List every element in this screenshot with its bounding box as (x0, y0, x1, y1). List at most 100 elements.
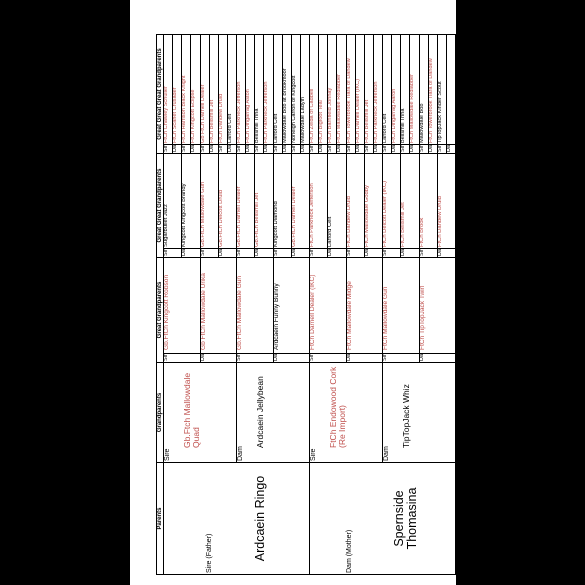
great-great-great-grandparent-role: Sire (291, 144, 301, 154)
great-great-great-grandparent-role: Dam (209, 144, 219, 154)
header-row: Parents Grandparents Great Grandparents … (156, 34, 164, 575)
great-great-grandparent-role: Sire (309, 248, 328, 258)
great-great-grandparent-name: FtCh Bellsmill Jet (400, 153, 419, 249)
great-grandparent-role: Dam (200, 353, 237, 363)
great-great-great-grandparent-name: FtCh Dingarrag Aston (245, 34, 255, 145)
great-great-grandparent-role: Dam (181, 248, 200, 258)
great-great-grandparent-role: Dam (400, 248, 419, 258)
great-grandparent-role: Sire (309, 353, 346, 363)
parent-dam-name: Spernside Thomasina (392, 487, 420, 550)
grandparent-role: Dam (237, 446, 244, 461)
great-great-great-grandparent-role: Sire (163, 144, 173, 154)
great-grandparent-role: Sire (163, 353, 200, 363)
parent-sire-cell: Sire (Father) Ardcaein Ringo (163, 462, 310, 575)
great-great-great-grandparent-name: Mallowdale Ladyin (300, 34, 310, 145)
grandparent-cell: Sire FtCh Endowood Cork (Re Import) (309, 362, 383, 463)
great-grandparent-role: Sire (382, 353, 419, 363)
great-great-grandparent-name: Gb.FtCh Bellsmill Jet (254, 153, 273, 249)
great-great-great-grandparent-role: Sire (218, 144, 228, 154)
great-great-great-grandparent-role: Sire (419, 144, 429, 154)
great-great-great-grandparent-role: Dam (190, 144, 200, 154)
great-great-grandparent-name: Larford Celt (327, 153, 346, 249)
parent-dam-cell: Dam (Mother) Spernside Thomasina (309, 462, 456, 575)
great-great-great-grandparent-name: FtCh Darnell Dealer (IKC) (355, 34, 365, 145)
great-great-great-grandparent-name: Norleigh Carron of Kingcott (291, 34, 301, 145)
header-parents: Parents (156, 462, 164, 575)
great-great-great-grandparent-role: Sire (346, 144, 356, 154)
great-great-grandparent-role: Sire (163, 248, 182, 258)
great-great-grandparent-name: Kingcott Kingcott Brandy (181, 153, 200, 249)
great-great-great-grandparent-name: FtCh Barnfield Jonnay (327, 34, 337, 145)
great-great-great-grandparent-name: FtCh Mallowdale Redlabber (409, 34, 419, 145)
grandparent-role: Sire (310, 448, 317, 461)
great-great-grandparent-name: Sugarbullet Jazz (163, 153, 182, 249)
great-great-grandparent-role: Sire (382, 248, 401, 258)
great-great-grandparent-name: FtCh Delcott Dealer (IKC) (382, 153, 401, 249)
header-great-grandparents: Great Grandparents (156, 257, 164, 363)
great-grandparent-name: FtCh Mallowdale Midge (346, 257, 383, 354)
header-great-great-grandparents: Great Great Grandparents (156, 153, 164, 258)
header-grandparents: Grandparents (156, 362, 164, 463)
great-great-great-grandparent-name: FtCh Chawley Schuller (163, 34, 173, 145)
great-grandparent-name: Gb.FtCh Kingcott Robson (163, 257, 200, 354)
great-great-great-grandparent-role: Sire (236, 144, 246, 154)
great-great-great-grandparent-role: Sire (200, 144, 210, 154)
great-great-grandparent-role: Dam (327, 248, 346, 258)
great-great-great-grandparent-role: Dam (300, 144, 310, 154)
great-great-great-grandparent-name: FtCh Towerbrook Tiara of Dandew (428, 34, 438, 145)
great-grandparent-name: Ardcaein Funny Bunny (273, 257, 310, 354)
great-great-great-grandparent-role: Sire (400, 144, 410, 154)
great-great-great-grandparent-name: Bellsmill Trina (254, 34, 264, 145)
great-great-great-grandparent-name: FtCh Scarlet Crusader (172, 34, 182, 145)
great-great-great-grandparent-name: FtCh Dingarrag Aaron (391, 34, 401, 145)
great-great-great-grandparent-name: FtCh Dandew Druid (218, 34, 228, 145)
great-grandparent-name: FtCh TipTopJack Twirl (419, 257, 456, 354)
great-great-great-grandparent-role: Dam (227, 144, 237, 154)
grandparent-name: Gb.Ftch Mallowdale Quad (182, 372, 202, 448)
great-great-great-grandparent-role: Dam (318, 144, 328, 154)
great-great-grandparent-role: Dam (218, 248, 237, 258)
great-great-grandparent-role: Sire (346, 248, 365, 258)
pedigree-sheet: Parents Grandparents Great Grandparents … (130, 0, 456, 585)
great-great-grandparent-role: Sire (273, 248, 292, 258)
great-great-grandparent-name: FtCh Brook (419, 153, 438, 249)
great-great-great-grandparent-name (446, 34, 456, 145)
great-grandparent-name: FtCh Darnell Dealer (IKC) (309, 257, 346, 354)
great-great-great-grandparent-name: FtCh Kingcott Eclipse (190, 34, 200, 145)
great-great-grandparent-name: FtCh Dandew Druid (346, 153, 365, 249)
great-great-great-grandparent-role: Dam (263, 144, 273, 154)
great-great-great-grandparent-name: FtCh Bellsmill Jet (209, 34, 219, 145)
grandparent-name: Ardcaein Jellybean (255, 376, 266, 448)
grandparent-cell: Sire Gb.Ftch Mallowdale Quad (163, 362, 237, 463)
great-great-great-grandparent-name: FtCh Towerbrook Tiara of Dandew (346, 34, 356, 145)
great-great-grandparent-role: Dam (364, 248, 383, 258)
great-great-great-grandparent-role: Sire (181, 144, 191, 154)
great-great-great-grandparent-role: Sire (364, 144, 374, 154)
great-great-great-grandparent-role: Dam (355, 144, 365, 154)
great-great-great-grandparent-name: TipTopJack Kinder Scout (437, 34, 447, 145)
great-grandparent-name: Gb FtCh Mallowdale Urika (200, 257, 237, 354)
great-great-great-grandparent-name: FtCh Bellsmill Jet (364, 34, 374, 145)
great-great-great-grandparent-name: Larford Celt (227, 34, 237, 145)
great-great-great-grandparent-role: Dam (373, 144, 383, 154)
great-great-grandparent-name: Gb.FtCh Darnell Dealer (291, 153, 310, 249)
rotated-pedigree: Parents Grandparents Great Grandparents … (156, 34, 456, 575)
great-great-great-grandparent-name: Bellsmill Trina (400, 34, 410, 145)
great-great-great-grandparent-name: FtCh Zelda of Cadbell (309, 34, 319, 145)
pedigree-table: Parents Grandparents Great Grandparents … (156, 34, 456, 575)
pedigree-row: Dam (Mother) Spernside Thomasina Sire FtCh … (309, 34, 456, 575)
great-grandparent-role: Dam (346, 353, 383, 363)
great-great-great-grandparent-role: Sire (254, 144, 264, 154)
great-great-great-grandparent-role: Dam (336, 144, 346, 154)
great-great-great-grandparent-role: Sire (273, 144, 283, 154)
great-grandparent-name: FtCh Mallowdale Gun (382, 257, 419, 354)
great-great-grandparent-name: FtCh Dandew Druid (437, 153, 456, 249)
great-great-grandparent-name: FtCh Parkneck Jefferson (309, 153, 328, 249)
great-great-great-grandparent-role: Sire (327, 144, 337, 154)
great-great-great-grandparent-role: Dam (409, 144, 419, 154)
great-grandparent-role: Dam (419, 353, 456, 363)
grandparent-cell: Dam Ardcaein Jellybean (236, 362, 310, 463)
great-great-grandparent-name: Gb.FtCh Mallowdale Gun (200, 153, 219, 249)
great-great-grandparent-role: Dam (437, 248, 456, 258)
great-great-great-grandparent-name: Gb FtCh Darnell Dealer (200, 34, 210, 145)
